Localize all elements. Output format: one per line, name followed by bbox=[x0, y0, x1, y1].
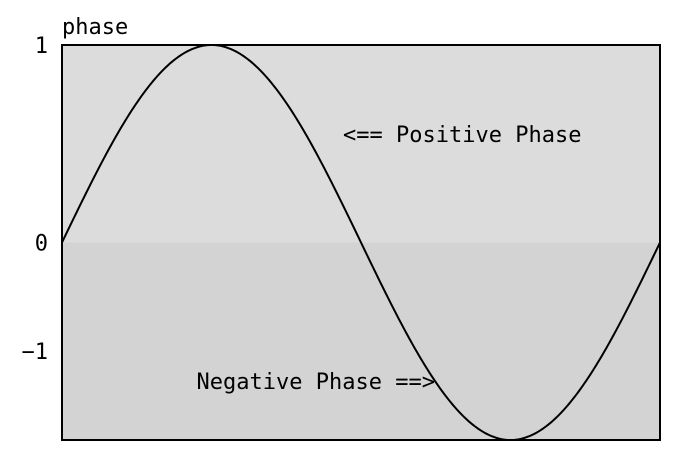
y-tick-label: 0 bbox=[35, 232, 48, 257]
negative-phase-annotation: Negative Phase ==> bbox=[197, 370, 435, 395]
y-tick-label: −1 bbox=[22, 340, 49, 365]
positive-phase-annotation: <== Positive Phase bbox=[343, 123, 581, 148]
positive-phase-region bbox=[62, 45, 660, 243]
y-tick-label: 1 bbox=[35, 34, 48, 59]
negative-phase-region bbox=[62, 242, 660, 440]
phase-curve bbox=[61, 43, 661, 442]
y-axis-label: phase bbox=[62, 15, 128, 40]
plot-frame bbox=[61, 44, 661, 441]
